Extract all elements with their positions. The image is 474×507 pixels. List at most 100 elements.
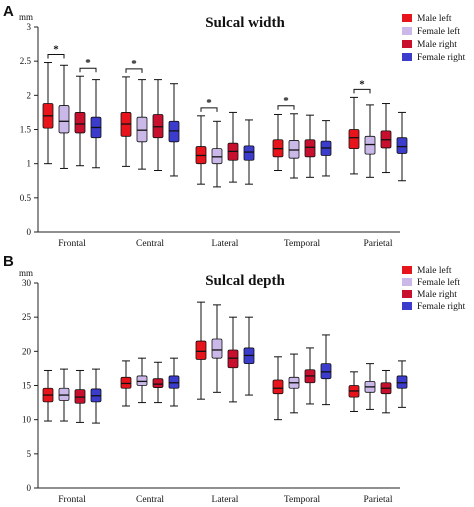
panel-a-box-frontal-male-left [42, 62, 54, 165]
panel-a-box-temporal-female-right [320, 120, 332, 177]
panel-a-letter: A [3, 3, 14, 20]
iqr-box [320, 363, 332, 380]
panel-b-box-parietal-female-left [364, 363, 376, 410]
iqr-box [211, 148, 223, 165]
panel-a-box-parietal-male-right [380, 103, 392, 174]
panel-b-box-parietal-female-right [396, 360, 408, 408]
panel-a-y-tick-label: 2.5 [20, 56, 32, 66]
panel-b-legend-female-left: Female left [417, 277, 460, 288]
panel-b-plot [42, 301, 408, 424]
panel-a-box-parietal-female-right [396, 111, 408, 182]
panel-a-box-temporal-female-left [288, 113, 300, 179]
iqr-box [74, 389, 86, 404]
panel-b-legend-male-left: Male left [417, 265, 452, 276]
panel-b-box-frontal-female-right [90, 368, 102, 424]
panel-a-box-lateral-female-right [243, 119, 255, 185]
panel-b-title: Sulcal depth [205, 273, 285, 289]
panel-b-box-lateral-male-left [195, 301, 207, 400]
panel-a-legend-swatch-male-right [402, 40, 412, 48]
iqr-box [272, 379, 284, 395]
panel-b-box-parietal-male-left [348, 371, 360, 412]
panel-b-letter: B [3, 253, 14, 270]
panel-a-box-central-female-left [136, 79, 148, 170]
panel-a: A Sulcal width mm 0 0.5 1 1.5 2 2.5 3 * * * * * * F… [3, 3, 466, 249]
panel-b-box-lateral-male-right [227, 316, 239, 403]
significance-star: * [131, 58, 137, 70]
panel-b-cat-parietal: Parietal [363, 495, 392, 505]
panel-b-legend-male-right: Male right [417, 290, 457, 300]
panel-a-box-frontal-female-right [90, 79, 102, 169]
panel-a-box-frontal-male-right [74, 75, 86, 167]
significance-star: * [283, 95, 289, 107]
panel-a-cat-temporal: Temporal [284, 239, 321, 249]
bracket-line [277, 105, 295, 110]
panel-a-y-tick-label: 0.5 [20, 193, 32, 203]
iqr-box [227, 349, 239, 369]
iqr-box [168, 375, 180, 389]
panel-a-legend: Male left Female left Male right Female … [402, 13, 466, 63]
significance-bracket: * [277, 95, 295, 110]
panel-b-box-frontal-male-right [74, 369, 86, 423]
panel-a-box-lateral-male-left [195, 115, 207, 185]
panel-a-y-tick-label: 0 [27, 227, 32, 237]
panel-a-y-tick-label: 2 [27, 90, 32, 100]
panel-a-box-temporal-male-right [304, 114, 316, 178]
panel-b-box-temporal-male-left [272, 356, 284, 421]
panel-b-unit: mm [19, 268, 33, 278]
panel-a-unit: mm [19, 12, 33, 22]
panel-b-cat-lateral: Lateral [212, 495, 239, 505]
panel-b-legend-swatch-male-left [402, 266, 412, 274]
panel-b-cat-frontal: Frontal [58, 495, 86, 505]
panel-b-legend-swatch-male-right [402, 290, 412, 298]
panel-b-y-ticks: 0 5 10 15 20 25 30 [22, 278, 38, 493]
iqr-box [58, 387, 70, 401]
iqr-box [396, 137, 408, 154]
significance-bracket: * [47, 44, 65, 59]
panel-a-legend-male-left: Male left [417, 13, 452, 24]
panel-a-cat-central: Central [136, 239, 164, 249]
panel-a-box-frontal-female-left [58, 64, 70, 169]
significance-bracket: * [79, 57, 97, 73]
bracket-line [125, 68, 143, 73]
panel-b-box-lateral-female-right [243, 316, 255, 396]
panel-a-box-lateral-female-left [211, 120, 223, 188]
panel-a-legend-male-right: Male right [417, 40, 457, 50]
panel-a-box-parietal-female-left [364, 104, 376, 178]
iqr-box [168, 120, 180, 143]
significance-bracket: * [200, 97, 218, 112]
iqr-box [211, 338, 223, 359]
iqr-box [152, 378, 164, 388]
panel-a-x-labels: Frontal Central Lateral Temporal Parieta… [58, 239, 393, 249]
significance-star: * [53, 44, 59, 56]
iqr-box [348, 129, 360, 150]
panel-a-box-parietal-male-left [348, 96, 360, 175]
panel-b-box-central-male-right [152, 361, 164, 404]
panel-b-box-temporal-female-left [288, 353, 300, 414]
panel-b-box-central-female-right [168, 357, 180, 407]
panel-b-legend-swatch-female-left [402, 278, 412, 286]
panel-b-y-tick-label: 25 [22, 312, 32, 322]
panel-b-box-temporal-male-right [304, 347, 316, 405]
panel-a-box-central-male-right [152, 79, 164, 171]
panel-a-legend-female-right: Female right [417, 53, 466, 63]
panel-a-significance: * * * * * * [47, 44, 371, 112]
iqr-box [243, 145, 255, 161]
panel-b-cat-central: Central [136, 495, 164, 505]
panel-a-legend-swatch-male-left [402, 14, 412, 22]
panel-b-box-central-female-left [136, 357, 148, 404]
iqr-box [152, 114, 164, 139]
significance-bracket: * [353, 78, 371, 94]
bracket-line [200, 107, 218, 112]
panel-b-y-tick-label: 30 [22, 278, 32, 288]
panel-a-y-ticks: 0 0.5 1 1.5 2 2.5 3 [20, 22, 38, 237]
iqr-box [396, 375, 408, 389]
panel-b-box-frontal-male-left [42, 369, 54, 422]
iqr-box [120, 376, 132, 389]
panel-b-y-tick-label: 5 [27, 449, 32, 459]
panel-b-y-tick-label: 10 [22, 415, 32, 425]
panel-b-box-lateral-female-left [211, 304, 223, 393]
panel-a-cat-parietal: Parietal [363, 239, 392, 249]
panel-a-y-tick-label: 1.5 [20, 125, 32, 135]
panel-a-box-central-female-right [168, 83, 180, 177]
